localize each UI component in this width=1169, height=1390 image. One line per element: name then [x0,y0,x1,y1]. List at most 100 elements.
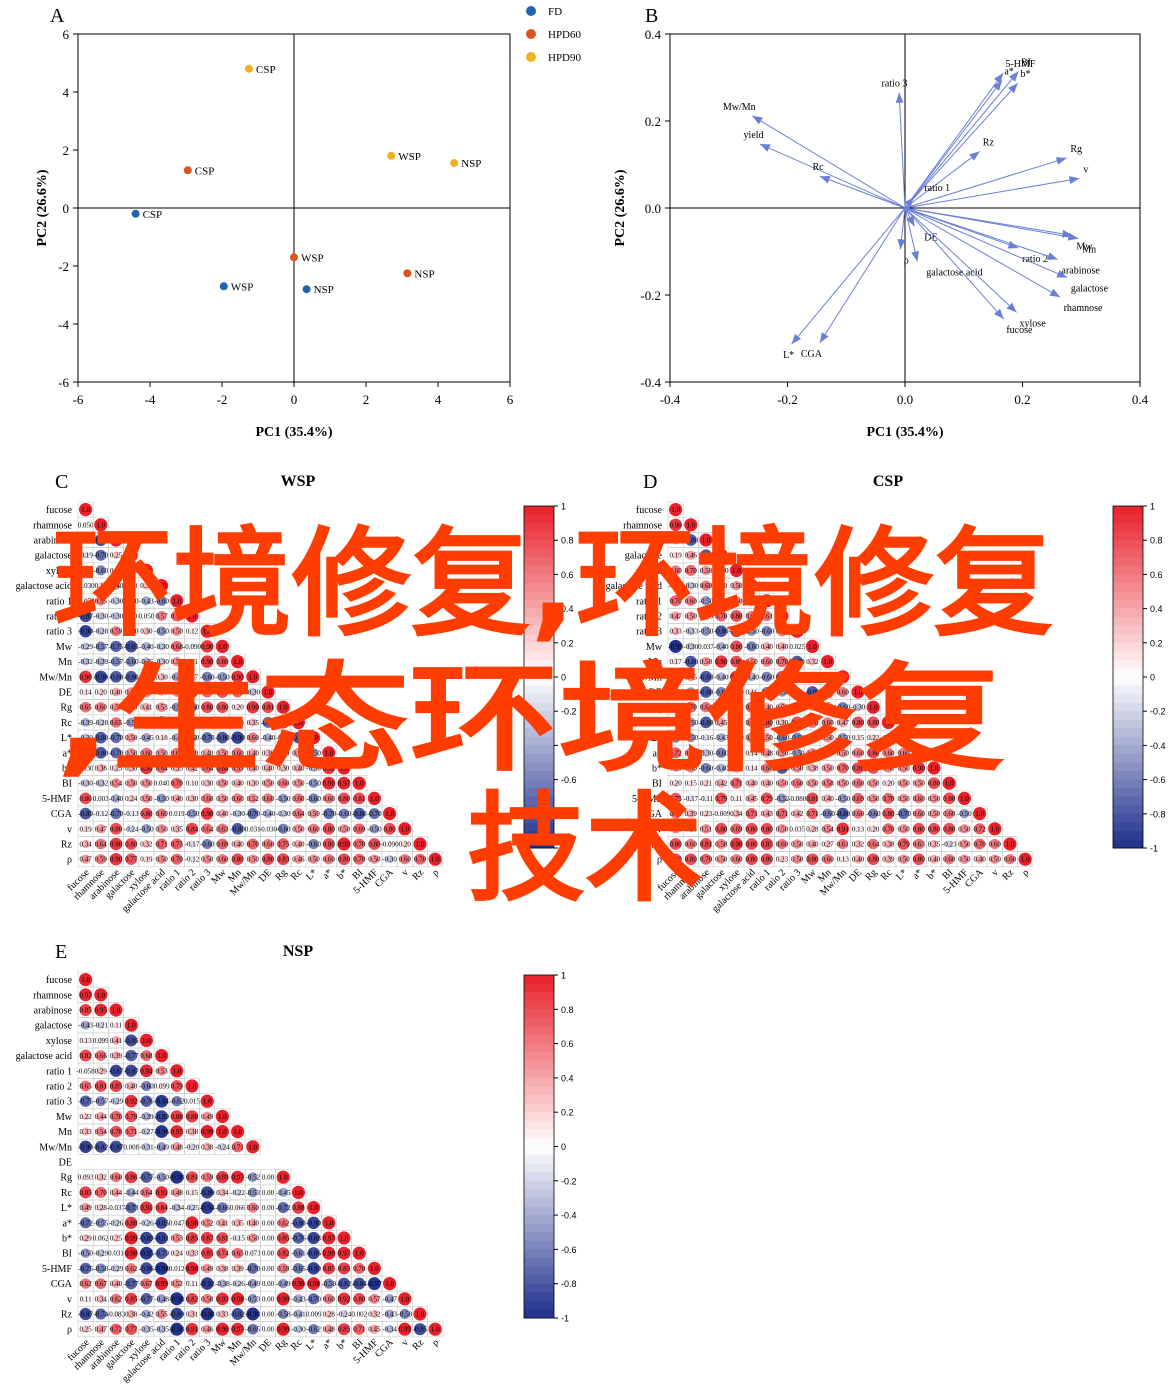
panel-d-cell-value: 0.60 [745,734,758,742]
panel-b-x-tick-label: -0.2 [777,392,798,407]
panel-d-cell-value: 0.50 [776,825,789,833]
panel-e-cell-value: 1.0 [340,1235,349,1243]
panel-e-cell-value: -0.21 [94,1022,109,1030]
panel-d-cell-value: 0.50 [897,856,910,864]
panel-e-colorbar-tick-label: 1 [561,971,566,981]
panel-d-cell-circle [884,854,893,864]
panel-d-cell-circle [716,596,726,606]
panel-e-cell-value: 0.40 [125,1083,138,1091]
panel-e-cell-value: 0.97 [338,1250,351,1258]
panel-d-cell-circle [777,748,787,758]
panel-d-cell-circle [822,702,833,713]
panel-d-cell-value: -0.30 [851,704,866,712]
panel-e-cell-value: -0.86 [139,1265,154,1273]
panel-c-cell-circle [276,700,290,714]
panel-e-cell-value: -0.57 [94,1098,109,1106]
panel-e-colorbar-band [524,1009,554,1019]
panel-c-cell-circle [216,686,229,698]
panel-c-cell-value: 1.0 [340,765,349,773]
panel-e-cell-circle [352,1246,366,1260]
panel-d-cell-circle [777,824,787,834]
panel-c-cell-value: 0.050 [78,521,94,529]
panel-d-cell-value: 0.64 [867,841,880,849]
panel-e-cell-circle [307,1262,320,1275]
panel-d-cell-circle [929,839,939,849]
panel-d-cell-circle [959,824,970,834]
panel-d-cell-circle [776,656,788,668]
panel-e-cell-value: 0.008 [123,1143,139,1151]
panel-e-cell-value: 0.40 [247,1219,260,1227]
panel-e-cell-circle [140,1050,152,1062]
panel-c-cell-value: -0.60 [306,795,321,803]
panel-d-cell-value: 0.22 [867,734,880,742]
panel-e-cell-circle [278,1263,289,1274]
panel-d-cell-value: 0.13 [852,825,865,833]
panel-d-cell-value: -0.80 [699,689,714,697]
panel-e-cell-value: 0.78 [110,1128,123,1136]
panel-c-cell-circle [264,825,272,832]
panel-c-cell-value: 0.41 [140,704,153,712]
panel-c-cell-value: -0.50 [306,780,321,788]
panel-d-cell-circle [852,716,864,729]
panel-e-cell-circle [155,1125,169,1139]
panel-d-cell-value: 0.50 [928,810,941,818]
panel-d-colorbar-tick-label: 0 [1150,673,1155,683]
panel-d-cell-circle [716,686,727,698]
panel-d-cell-value: 1.0 [930,765,939,773]
panel-e-cell-circle [96,1249,105,1258]
panel-d-cell-circle [912,853,925,866]
panel-c-cell-value: 0.50 [216,795,229,803]
panel-c-cell-circle [142,657,151,666]
panel-c-cell-value: 0.19 [79,825,92,833]
panel-c-cell-value: 0.50 [186,749,199,757]
panel-c-cell-circle [126,656,137,667]
panel-d-cell-circle [822,854,833,865]
panel-d-cell-value: 0.41 [791,689,804,697]
panel-e-cell-value: 0.99 [201,1128,214,1136]
panel-c-cell-circle [186,702,198,713]
panel-c-cell-circle [155,579,169,593]
panel-c-colorbar-tick-label: 0.2 [561,638,574,648]
panel-c-cell-value: 0.40 [216,810,229,818]
panel-c-cell-circle [201,732,213,744]
panel-e-cell-value: -0.29 [94,1250,109,1258]
panel-d-cell-circle [686,672,696,682]
panel-e-cell-circle [125,1049,137,1062]
panel-d-cell-circle [777,793,787,804]
panel-e-cell-value: 0.099 [154,1083,170,1091]
panel-d-cell-circle [808,824,817,833]
panel-d-cell-value: 0.50 [958,841,971,849]
panel-d-cell-value: 0.50 [685,765,698,773]
panel-c-cell-value: -0.60 [200,719,215,727]
panel-c-cell-circle [79,503,93,517]
panel-d-cell-circle [716,778,726,788]
panel-d-cell-circle [672,704,679,711]
panel-e-cell-value: -0.82 [337,1280,352,1288]
panel-c-cell-value: 0.50 [216,749,229,757]
panel-d-cell-circle [836,807,849,820]
panel-c-cell-value: 0.34 [79,841,92,849]
panel-c-row-label: Rz [61,840,73,851]
panel-c-cell-circle [291,715,305,730]
panel-d-cell-value: -0.80 [699,673,714,681]
panel-d-cell-value: 0.15 [685,780,698,788]
panel-d-cell-circle [730,777,742,789]
panel-e-cell-value: 0.77 [125,1326,138,1334]
panel-e-cell-value: 0.85 [338,1265,351,1273]
panel-e-cell-value: -0.72 [276,1204,291,1212]
panel-d-cell-circle [898,808,910,820]
panel-e-cell-circle [188,1098,196,1105]
panel-c-cell-value: -0.28 [94,719,109,727]
panel-c-cell-value: 0.64 [155,765,168,773]
panel-c-cell-value: 1.0 [431,856,440,864]
panel-a-x-tick-label: 0 [291,392,298,407]
panel-c-cell-circle [95,641,106,652]
panel-c-cell-value: -0.30 [78,734,93,742]
panel-c-cell-value: -0.57 [109,658,124,666]
panel-c-cell-circle [156,762,167,774]
panel-e-cell-circle [293,1248,304,1259]
panel-c-colorbar-band [524,659,554,669]
panel-c-cell-circle [188,658,196,665]
panel-c-cell-circle [369,854,380,864]
panel-c-cell-circle [187,763,197,773]
